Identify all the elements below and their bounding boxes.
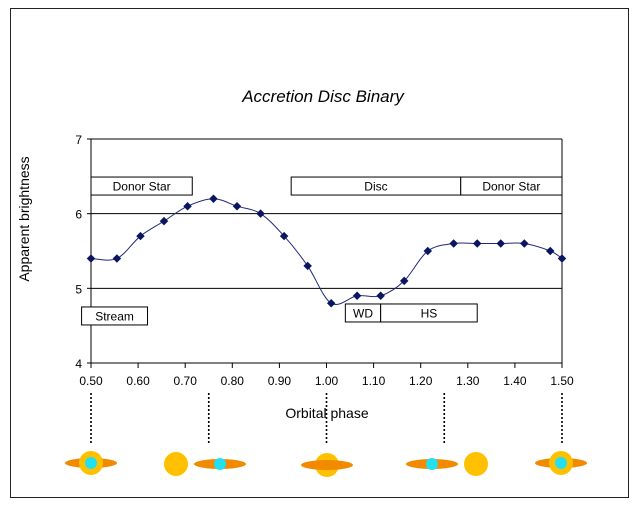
annotation-label: HS [421, 306, 438, 320]
data-point [449, 239, 458, 248]
series [86, 194, 567, 308]
x-tick-label: 1.40 [503, 374, 527, 388]
x-tick-label: 0.70 [174, 374, 198, 388]
x-tick-label: 1.30 [456, 374, 480, 388]
white-dwarf-icon [555, 457, 567, 469]
grid [91, 138, 563, 363]
annotation-box [90, 176, 193, 196]
data-point [376, 291, 385, 301]
annotation-label: WD [353, 306, 373, 320]
annotation-box [81, 306, 149, 326]
star-icon [464, 452, 488, 476]
data-point [209, 194, 218, 203]
data-point [326, 299, 336, 308]
data-point [352, 291, 362, 301]
data-point [86, 254, 96, 263]
annotation-box [460, 176, 563, 196]
annotations: Donor Star Disc Donor Star Stream WD HS [81, 176, 563, 326]
data-point [232, 201, 242, 211]
data-point [557, 254, 567, 263]
data-point [183, 201, 192, 211]
x-tick-label: 1.00 [315, 374, 339, 388]
data-point [423, 246, 433, 256]
y-tick-label: 5 [75, 282, 82, 296]
axes [87, 138, 563, 368]
data-point [399, 276, 409, 286]
data-point [472, 239, 482, 248]
x-tick-label: 1.10 [362, 374, 386, 388]
data-point [256, 209, 265, 218]
x-tick-label: 1.20 [409, 374, 433, 388]
phase-markers [90, 393, 563, 445]
disc-icon [301, 460, 353, 470]
annotation-label: Disc [364, 180, 387, 194]
white-dwarf-icon [214, 458, 226, 470]
y-tick-label: 7 [75, 133, 82, 147]
data-point [112, 254, 122, 263]
y-tick-label: 4 [75, 357, 82, 371]
y-tick-label: 6 [75, 208, 82, 222]
annotation-label: Donor Star [482, 180, 540, 194]
data-point [136, 231, 145, 241]
x-tick-label: 1.50 [550, 374, 574, 388]
annotation-box [380, 303, 478, 323]
star-icon [164, 452, 188, 476]
annotation-label: Donor Star [113, 180, 171, 194]
chart-frame [10, 8, 629, 498]
white-dwarf-icon [85, 457, 97, 469]
x-tick-label: 0.80 [221, 374, 245, 388]
x-tick-label: 0.60 [126, 374, 150, 388]
data-point [520, 239, 529, 248]
data-point [303, 261, 312, 271]
tick-labels: 4 5 6 7 0.50 0.60 0.70 0.80 0.90 1.00 1.10 1.20 1.30… [75, 133, 574, 388]
annotation-label: Stream [95, 309, 134, 323]
data-point [545, 246, 555, 256]
data-point [159, 216, 169, 226]
chart-title: Accretion Disc Binary [241, 87, 405, 106]
orbit-icons [65, 451, 587, 477]
white-dwarf-icon [426, 458, 438, 470]
x-tick-label: 0.90 [268, 374, 292, 388]
x-tick-label: 0.50 [79, 374, 103, 388]
data-point [496, 239, 506, 248]
data-point [279, 231, 289, 241]
y-axis-label: Apparent brightness [16, 156, 32, 281]
